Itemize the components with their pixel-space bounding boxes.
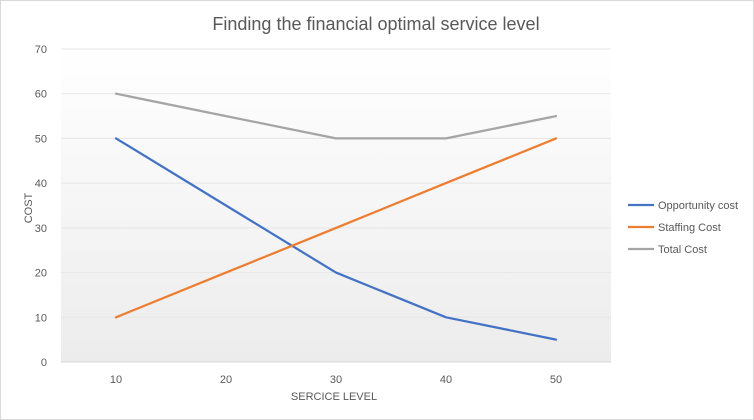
x-tick-label: 10 (110, 374, 122, 386)
legend-label: Staffing Cost (658, 222, 721, 234)
y-tick-label: 0 (41, 357, 47, 369)
legend-label: Opportunity cost (658, 200, 738, 212)
y-tick-label: 40 (35, 178, 47, 190)
y-tick-label: 50 (35, 133, 47, 145)
y-tick-label: 60 (35, 89, 47, 101)
x-tick-label: 20 (220, 374, 232, 386)
x-tick-label: 40 (440, 374, 452, 386)
y-tick-label: 10 (35, 312, 47, 324)
series-line-2 (114, 92, 558, 140)
x-axis-ticks: 10 20 30 40 50 (110, 374, 562, 386)
series-lines (114, 92, 558, 341)
y-axis-ticks: 0 10 20 30 40 50 60 70 (35, 44, 47, 369)
legend: Opportunity cost Staffing Cost Total Cost (628, 200, 738, 256)
y-tick-label: 20 (35, 268, 47, 280)
series-line-1 (114, 137, 558, 319)
y-tick-label: 70 (35, 44, 47, 56)
y-axis-title: COST (23, 192, 35, 223)
y-tick-label: 30 (35, 223, 47, 235)
plot-background (61, 49, 611, 362)
chart-title: Finding the financial optimal service le… (212, 14, 539, 34)
x-tick-label: 30 (330, 374, 342, 386)
x-tick-label: 50 (550, 374, 562, 386)
x-axis-title: SERCICE LEVEL (291, 391, 377, 403)
series-line-0 (114, 137, 558, 341)
legend-label: Total Cost (658, 244, 707, 256)
